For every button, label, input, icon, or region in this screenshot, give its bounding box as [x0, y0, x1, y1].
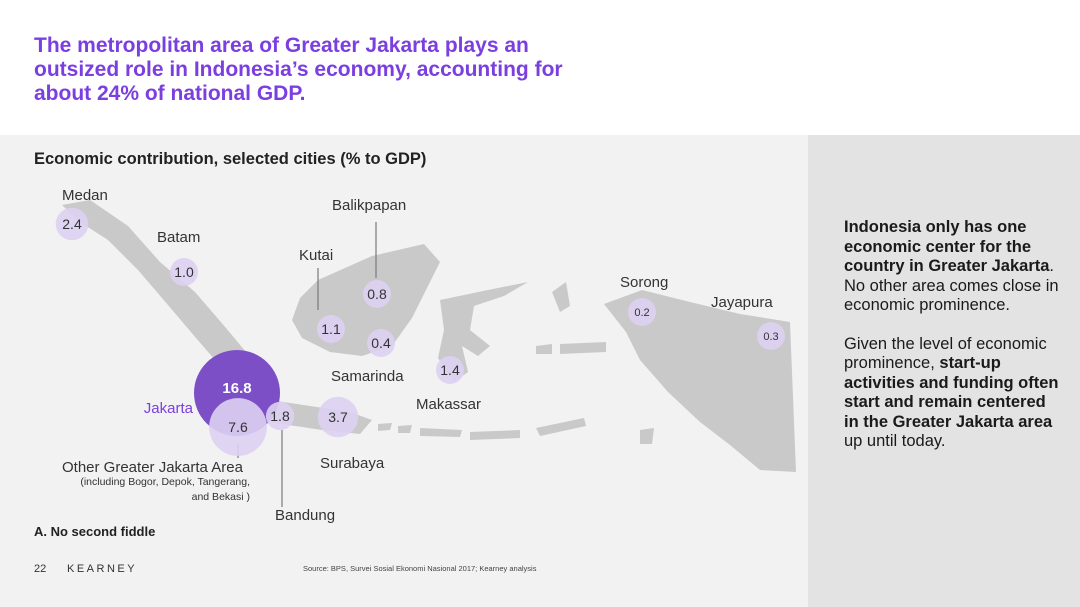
- bubble-samarinda: [367, 329, 395, 357]
- value-label-sorong: 0.2: [634, 307, 649, 319]
- side-panel: [808, 135, 1080, 607]
- brand-logo: KEARNEY: [67, 563, 138, 575]
- value-label-surabaya: 3.7: [328, 409, 348, 425]
- city-label-samarinda: Samarinda: [331, 368, 404, 385]
- value-label-bandung: 1.8: [270, 408, 290, 424]
- other-area-note-line1: (including Bogor, Depok, Tangerang,: [80, 476, 250, 488]
- island-aru: [640, 428, 654, 444]
- side-p1-bold: Indonesia only has one economic center f…: [844, 218, 1050, 275]
- city-label-sorong: Sorong: [620, 274, 668, 291]
- island-sulawesi: [438, 282, 528, 382]
- labels: 2.4 Medan 1.0 Batam 0.8 Balikpapan 1.1 Kutai 0.4…: [62, 187, 779, 524]
- island-seram: [560, 342, 606, 354]
- city-label-jayapura: Jayapura: [711, 294, 773, 311]
- side-paragraph-2: Given the level of economic prominence, …: [844, 335, 1059, 452]
- city-label-balikpapan: Balikpapan: [332, 197, 406, 214]
- bubble-jayapura: [757, 322, 785, 350]
- value-label-other-greater-jakarta-area: 7.6: [228, 419, 248, 435]
- island-halmahera: [552, 282, 570, 312]
- island-buru: [536, 344, 552, 354]
- island-flores: [470, 430, 520, 440]
- value-label-medan: 2.4: [62, 216, 82, 232]
- value-label-jakarta: 16.8: [222, 380, 251, 397]
- bubble-balikpapan: [363, 280, 391, 308]
- bubble-makassar: [436, 356, 464, 384]
- bubble-medan: [55, 207, 89, 241]
- bubble-other-greater-jakarta-area: [209, 398, 267, 456]
- island-sumbawa: [420, 428, 462, 437]
- bubble-surabaya: [317, 396, 359, 438]
- bubbles: [55, 207, 785, 456]
- other-area-note-line2: and Bekasi ): [192, 491, 250, 503]
- side-p1-rest: . No other area comes close in economic …: [844, 257, 1059, 314]
- city-label-surabaya: Surabaya: [320, 455, 385, 472]
- side-p2-end: up until today.: [844, 432, 946, 450]
- page-number: 22: [34, 563, 47, 575]
- value-label-kutai: 1.1: [321, 321, 341, 337]
- city-label-bandung: Bandung: [275, 507, 335, 524]
- indonesia-map: 2.4 Medan 1.0 Batam 0.8 Balikpapan 1.1 Kutai 0.4…: [34, 150, 796, 524]
- island-papua: [604, 290, 796, 472]
- headline: The metropolitan area of Greater Jakarta…: [34, 34, 563, 105]
- value-label-samarinda: 0.4: [371, 335, 391, 351]
- source-note: Source: BPS, Survei Sosial Ekonomi Nasio…: [303, 564, 537, 573]
- bubble-bandung: [265, 401, 295, 431]
- island-bali: [378, 423, 392, 431]
- chart-title: Economic contribution, selected cities (…: [34, 150, 426, 168]
- value-label-balikpapan: 0.8: [367, 286, 387, 302]
- bubble-sorong: [628, 298, 656, 326]
- city-label-medan: Medan: [62, 187, 108, 204]
- side-paragraph-1: Indonesia only has one economic center f…: [844, 218, 1059, 316]
- island-lombok: [398, 425, 412, 433]
- city-label-jakarta: Jakarta: [144, 400, 194, 417]
- side-commentary: Indonesia only has one economic center f…: [844, 218, 1059, 471]
- city-label-kutai: Kutai: [299, 247, 333, 264]
- side-p2-bold: start-up activities and funding often st…: [844, 354, 1059, 431]
- island-sumatra: [62, 200, 258, 390]
- city-label-makassar: Makassar: [416, 396, 481, 413]
- value-label-jayapura: 0.3: [763, 331, 778, 343]
- side-p2-start: Given the level of economic prominence,: [844, 334, 1047, 373]
- bubble-batam: [170, 258, 198, 286]
- city-label-other-greater-jakarta-area: Other Greater Jakarta Area: [62, 459, 244, 476]
- island-timor: [536, 418, 586, 436]
- city-label-batam: Batam: [157, 229, 200, 246]
- value-label-makassar: 1.4: [440, 362, 460, 378]
- value-label-batam: 1.0: [174, 264, 194, 280]
- bubble-kutai: [317, 315, 345, 343]
- section-subtitle: A. No second fiddle: [34, 524, 156, 539]
